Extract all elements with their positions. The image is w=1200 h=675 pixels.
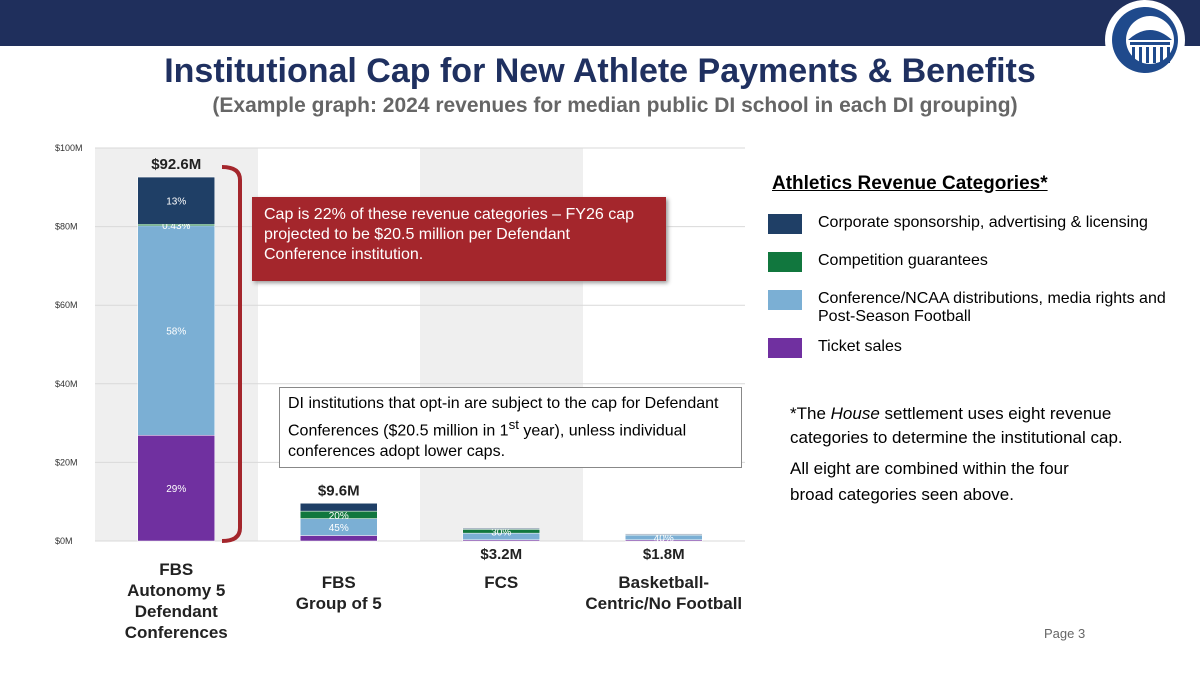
segment-label: 58% <box>166 327 186 338</box>
title: Institutional Cap for New Athlete Paymen… <box>164 52 1036 90</box>
bar-segment <box>137 225 215 436</box>
note-sup: st <box>508 417 519 432</box>
legend-label: Competition guarantees <box>818 252 988 269</box>
segment-label: 20% <box>329 511 349 522</box>
legend-swatch <box>768 290 802 310</box>
segment-label: 29% <box>166 484 186 495</box>
bar-segment <box>625 533 703 535</box>
total-label: $1.8M <box>643 546 685 563</box>
footnote-em: House <box>830 404 880 423</box>
x-tick-label: Basketball-Centric/No Football <box>585 573 742 613</box>
note-box: DI institutions that opt-in are subject … <box>279 387 742 469</box>
logo <box>1105 0 1185 80</box>
total-label: $3.2M <box>480 546 522 563</box>
legend: Corporate sponsorship, advertising & lic… <box>768 214 1178 376</box>
segment-label: 40% <box>654 533 674 544</box>
segment-label: 45% <box>329 523 349 534</box>
legend-item: Conference/NCAA distributions, media rig… <box>768 290 1178 338</box>
y-tick-label: $60M <box>55 300 78 310</box>
y-tick-label: $20M <box>55 457 78 467</box>
y-tick-label: $0M <box>55 536 73 546</box>
legend-swatch <box>768 252 802 272</box>
callout: Cap is 22% of these revenue categories –… <box>252 197 666 281</box>
segment-label: 0.43% <box>162 221 190 232</box>
legend-swatch <box>768 214 802 234</box>
x-tick-label: FBS Autonomy 5 Defendant Conferences <box>125 560 228 642</box>
y-tick-label: $40M <box>55 379 78 389</box>
total-label: $9.6M <box>318 482 360 499</box>
legend-label: Corporate sponsorship, advertising & lic… <box>818 214 1148 231</box>
legend-item: Ticket sales <box>768 338 1178 376</box>
segment-label: 13% <box>166 197 186 208</box>
legend-label: Conference/NCAA distributions, media rig… <box>818 290 1166 325</box>
subtitle: (Example graph: 2024 revenues for median… <box>212 94 1018 117</box>
bar-segment <box>300 535 378 542</box>
bracket <box>221 165 242 543</box>
legend-item: Corporate sponsorship, advertising & lic… <box>768 214 1178 252</box>
bar-segment <box>137 435 215 542</box>
footnote-text: settlement uses eight revenue categories… <box>790 404 1123 447</box>
bar-segment <box>462 528 540 530</box>
footnote: *The House settlement uses eight revenue… <box>790 402 1170 450</box>
bar-segment <box>300 503 378 512</box>
note-text: DI institutions that opt-in are subject … <box>288 395 719 440</box>
bar-segment <box>137 176 215 225</box>
legend-title: Athletics Revenue Categories* <box>772 173 1048 194</box>
legend-label: Ticket sales <box>818 338 902 355</box>
footnote: All eight are combined within the four b… <box>790 459 1069 504</box>
note-text: year), unless individual conferences ado… <box>288 422 687 461</box>
total-label: $92.6M <box>151 156 201 173</box>
x-tick-label: FBS Group of 5 <box>296 573 382 613</box>
legend-swatch <box>768 338 802 358</box>
x-tick-label: FCS <box>484 573 518 592</box>
legend-item: Competition guarantees <box>768 252 1178 290</box>
footnote-text: *The <box>790 404 831 423</box>
header-bar <box>0 0 1200 46</box>
y-tick-label: $100M <box>55 143 83 153</box>
y-tick-label: $80M <box>55 222 78 232</box>
page-number: Page 3 <box>1044 626 1086 641</box>
segment-label: 30% <box>491 527 511 538</box>
